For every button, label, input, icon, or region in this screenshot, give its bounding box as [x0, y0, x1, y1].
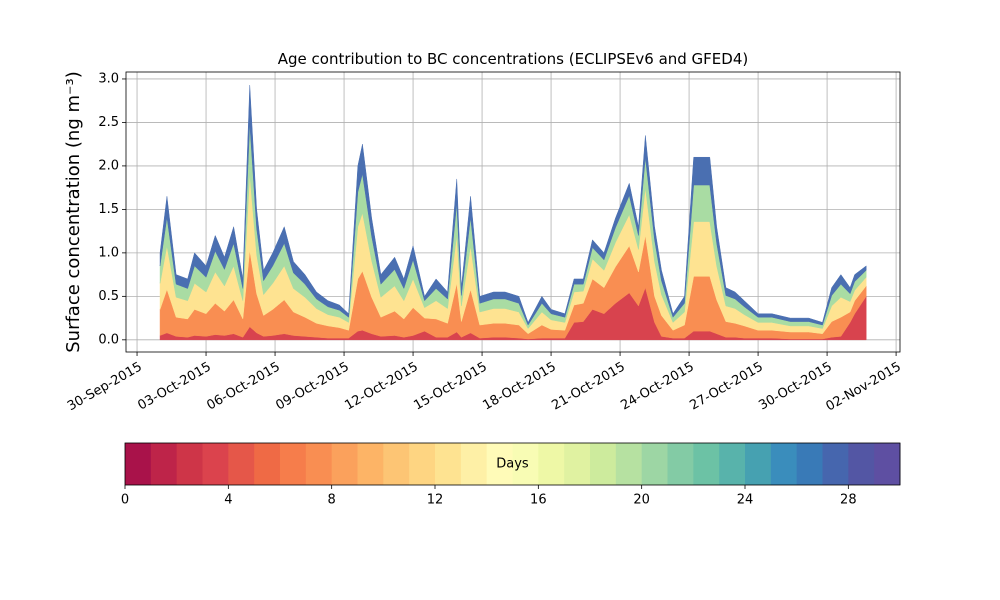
- colorbar-segment: [719, 443, 746, 485]
- colorbar-segment: [770, 443, 798, 485]
- colorbar-segment: [331, 443, 358, 485]
- colorbar-segment: [460, 443, 488, 485]
- colorbar-tick-label: 16: [530, 493, 547, 508]
- colorbar-segment: [745, 443, 772, 485]
- colorbar-tick-label: 4: [224, 493, 232, 508]
- y-tick-label: 3.0: [98, 71, 119, 86]
- colorbar-segment: [280, 443, 307, 485]
- colorbar-segment: [564, 443, 591, 485]
- colorbar-segment: [693, 443, 720, 485]
- colorbar-segment: [202, 443, 229, 485]
- y-tick-label: 0.0: [98, 332, 119, 347]
- y-tick-label: 1.5: [98, 202, 119, 217]
- y-tick-label: 2.0: [98, 158, 119, 173]
- chart-title: Age contribution to BC concentrations (E…: [278, 50, 749, 68]
- colorbar-segment: [357, 443, 384, 485]
- colorbar-segment: [435, 443, 462, 485]
- y-axis-label: Surface concentration (ng m⁻³): [63, 71, 84, 353]
- colorbar-segment: [848, 443, 875, 485]
- colorbar-frame: [124, 442, 901, 486]
- colorbar-tick-label: 8: [328, 493, 336, 508]
- colorbar-segment: [150, 443, 178, 485]
- colorbar-segment: [254, 443, 281, 485]
- colorbar-tick-label: 28: [840, 493, 857, 508]
- areas: [159, 85, 867, 341]
- plot-frame: [125, 71, 901, 353]
- colorbar-segment: [796, 443, 823, 485]
- colorbar-segment: [590, 443, 617, 485]
- colorbar-segment: [822, 443, 849, 485]
- y-tick-label: 2.5: [98, 115, 119, 130]
- colorbar-segment: [305, 443, 333, 485]
- colorbar-tick-label: 12: [427, 493, 444, 508]
- colorbar-segment: [512, 443, 539, 485]
- colorbar-segment: [538, 443, 565, 485]
- colorbar-segment: [615, 443, 643, 485]
- colorbar-segment: [641, 443, 668, 485]
- area-layer: [159, 85, 867, 326]
- colorbar-segment: [383, 443, 410, 485]
- colorbar-segment: [176, 443, 203, 485]
- colorbar-segment: [486, 443, 513, 485]
- colorbar-segment: [874, 443, 901, 485]
- colorbar-tick-label: 0: [121, 493, 129, 508]
- colorbar-segment: [228, 443, 255, 485]
- y-tick-label: 1.0: [98, 245, 119, 260]
- colorbar-segment: [409, 443, 436, 485]
- colorbar-segment: [667, 443, 694, 485]
- colorbar-tick-label: 20: [633, 493, 650, 508]
- colorbar-label: Days: [496, 457, 529, 472]
- colorbar-segment: [125, 443, 152, 485]
- y-tick-label: 0.5: [98, 289, 119, 304]
- colorbar-tick-label: 24: [737, 493, 754, 508]
